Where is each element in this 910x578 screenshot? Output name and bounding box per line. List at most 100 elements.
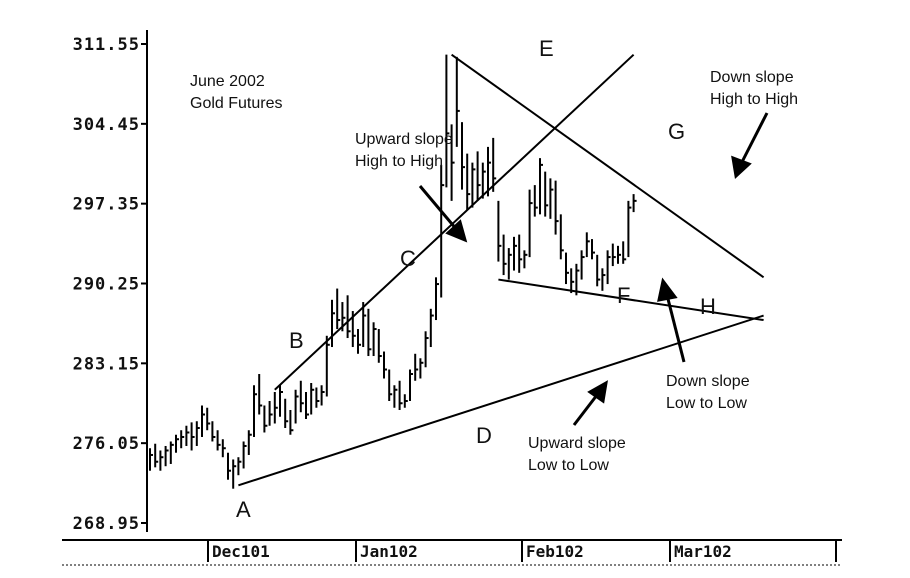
price-bar xyxy=(570,268,575,294)
x-tick-labels: Dec101 Jan102 Feb102 Mar102 xyxy=(207,540,837,562)
price-bar xyxy=(336,288,341,330)
price-bar xyxy=(216,430,221,451)
price-bar xyxy=(221,439,226,458)
price-bar xyxy=(211,421,216,442)
price-bar xyxy=(450,124,455,201)
annotation-upward-high-line-2: High to High xyxy=(355,153,443,170)
price-bar xyxy=(253,385,257,437)
price-bar xyxy=(372,322,377,357)
annotation-upward-low: Upward slope Low to Low xyxy=(528,435,630,474)
arrow-upward-high-head xyxy=(445,219,468,243)
price-bar xyxy=(575,263,580,296)
x-tick-label: Dec101 xyxy=(212,542,270,561)
y-tick-label: 283.15 xyxy=(73,354,140,374)
price-bar xyxy=(185,425,190,446)
annotation-arrows xyxy=(418,112,769,426)
price-bar xyxy=(554,180,559,235)
trendline-upward-high xyxy=(274,53,635,391)
price-bar xyxy=(445,54,450,188)
price-bar xyxy=(622,241,627,264)
price-bar xyxy=(299,380,304,413)
annotations: June 2002 Gold Futures Upward slope High… xyxy=(190,69,798,474)
chart-title: June 2002 Gold Futures xyxy=(190,73,282,112)
point-labels: A B C D E F G H xyxy=(236,36,716,522)
annotation-upward-high: Upward slope High to High xyxy=(355,131,457,170)
trendline-down-low xyxy=(498,278,764,322)
price-bar xyxy=(164,445,169,467)
price-bar xyxy=(513,236,517,271)
y-tick-label: 311.55 xyxy=(73,35,140,55)
annotation-upward-low-line-2: Low to Low xyxy=(528,457,609,474)
price-bar xyxy=(227,452,231,480)
price-bar xyxy=(284,398,289,428)
x-tick-label: Jan102 xyxy=(360,542,418,561)
y-tick-label: 297.35 xyxy=(73,195,140,215)
price-bar xyxy=(580,250,585,280)
point-label-g: G xyxy=(668,119,685,144)
y-tick-label: 276.05 xyxy=(73,434,140,454)
price-bar xyxy=(528,189,533,258)
price-bar xyxy=(565,252,569,285)
price-bar xyxy=(169,441,174,464)
trendline-down-high xyxy=(451,53,765,279)
price-bar xyxy=(357,329,361,354)
price-bar xyxy=(273,392,278,424)
price-bar xyxy=(232,459,237,489)
point-label-b: B xyxy=(289,328,304,353)
point-label-h: H xyxy=(700,294,716,319)
arrow-down-high xyxy=(740,112,769,163)
price-bar xyxy=(539,158,543,215)
price-bar xyxy=(487,146,491,197)
price-bar xyxy=(502,234,507,276)
price-bar xyxy=(549,178,554,219)
price-bar xyxy=(585,232,590,258)
price-bar xyxy=(611,243,616,267)
price-bar xyxy=(362,302,367,348)
price-bar xyxy=(190,422,195,451)
price-bar xyxy=(237,457,242,476)
price-bar xyxy=(627,200,632,258)
price-bar xyxy=(440,164,445,298)
price-bar xyxy=(497,200,502,262)
arrow-down-low xyxy=(665,294,686,363)
price-bar xyxy=(294,389,299,424)
price-bar xyxy=(601,268,606,291)
price-bar xyxy=(325,335,330,397)
price-bar xyxy=(247,430,252,455)
price-bar xyxy=(206,407,211,431)
y-tick-label: 290.25 xyxy=(73,275,140,295)
chart-title-line-2: Gold Futures xyxy=(190,95,282,112)
price-bar xyxy=(154,443,159,468)
price-bar xyxy=(149,448,153,471)
x-axis xyxy=(62,539,842,566)
arrow-upward-low xyxy=(572,394,599,426)
y-tick-label: 304.45 xyxy=(73,115,140,135)
price-bar xyxy=(409,369,413,402)
price-bar xyxy=(403,394,408,408)
price-bar xyxy=(523,250,528,269)
price-bar xyxy=(346,295,351,339)
y-tick-label: 268.95 xyxy=(73,514,140,534)
price-bar xyxy=(388,369,393,402)
arrow-down-high-head xyxy=(731,155,752,179)
price-bar xyxy=(195,421,200,446)
price-bar xyxy=(455,56,460,147)
price-bars xyxy=(149,54,637,489)
annotation-down-low: Down slope Low to Low xyxy=(666,373,754,412)
price-bar xyxy=(414,353,419,381)
price-bar xyxy=(591,239,595,260)
price-bar xyxy=(481,162,486,199)
point-label-a: A xyxy=(236,497,251,522)
price-bar xyxy=(596,254,601,287)
price-bar xyxy=(279,385,283,417)
price-bar xyxy=(471,162,476,208)
trendline-upward-low xyxy=(238,314,764,487)
x-tick-label: Mar102 xyxy=(674,542,732,561)
price-bar xyxy=(461,122,465,190)
price-bar xyxy=(320,385,325,406)
price-bar xyxy=(544,171,549,217)
annotation-down-low-line-2: Low to Low xyxy=(666,395,747,412)
price-bar xyxy=(310,383,315,415)
annotation-down-high: Down slope High to High xyxy=(710,69,798,108)
